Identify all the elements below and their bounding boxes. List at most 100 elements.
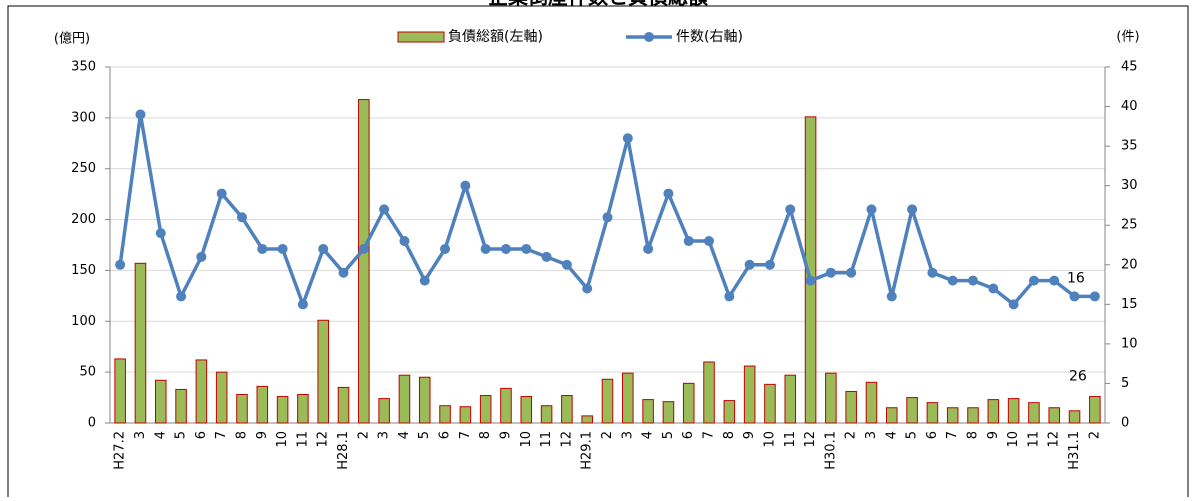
bar bbox=[906, 397, 918, 424]
x-tick-label: 4 bbox=[153, 431, 168, 439]
bar bbox=[764, 383, 776, 424]
bar bbox=[743, 365, 756, 424]
line-marker bbox=[622, 133, 633, 144]
x-tick-label: 6 bbox=[925, 431, 940, 439]
data-label: 16 bbox=[1067, 270, 1085, 286]
x-tick-label: 7 bbox=[702, 431, 717, 439]
x-tick-label: 3 bbox=[864, 431, 879, 439]
line-marker bbox=[724, 291, 735, 302]
bar bbox=[479, 395, 492, 424]
x-tick-label: H28.1 bbox=[336, 431, 351, 470]
bar bbox=[398, 374, 411, 424]
line-marker bbox=[277, 243, 288, 254]
y2-tick-label: 10 bbox=[1121, 336, 1138, 351]
bar bbox=[175, 388, 187, 424]
bar bbox=[703, 361, 715, 424]
line-marker bbox=[785, 204, 796, 215]
bar bbox=[561, 395, 573, 424]
line-marker bbox=[683, 236, 694, 247]
x-tick-label: 7 bbox=[214, 431, 229, 439]
x-tick-label: H29.1 bbox=[580, 431, 595, 470]
bar bbox=[662, 401, 675, 424]
line-marker bbox=[196, 251, 207, 262]
line-marker bbox=[886, 291, 897, 302]
x-tick-label: 7 bbox=[458, 431, 473, 439]
line-marker bbox=[988, 283, 999, 294]
bar bbox=[418, 376, 431, 424]
x-tick-label: 8 bbox=[478, 431, 493, 439]
bar bbox=[297, 394, 309, 424]
line-marker bbox=[1028, 275, 1039, 286]
line-marker bbox=[825, 267, 836, 278]
line-marker bbox=[500, 243, 511, 254]
line-marker bbox=[704, 236, 715, 247]
bar bbox=[581, 415, 593, 424]
line-marker bbox=[805, 275, 816, 286]
bar bbox=[682, 382, 695, 424]
line-marker bbox=[1089, 291, 1100, 302]
x-tick-label: 4 bbox=[641, 431, 656, 439]
x-tick-label: 5 bbox=[174, 431, 189, 439]
bar bbox=[337, 386, 350, 424]
y-axis-label: (億円) bbox=[54, 31, 90, 47]
bar bbox=[520, 396, 533, 424]
bar bbox=[622, 372, 634, 424]
y-tick-label: 250 bbox=[71, 161, 96, 176]
bar bbox=[256, 385, 269, 424]
x-tick-label: 12 bbox=[559, 431, 574, 448]
legend-swatch bbox=[644, 32, 654, 42]
x-tick-label: 11 bbox=[1026, 431, 1041, 448]
x-tick-label: 2 bbox=[356, 431, 371, 439]
bar bbox=[1068, 410, 1081, 424]
y2-tick-label: 0 bbox=[1121, 416, 1129, 431]
x-tick-label: 10 bbox=[275, 431, 290, 448]
bar bbox=[439, 405, 451, 424]
line-marker bbox=[257, 243, 268, 254]
bar bbox=[946, 407, 959, 424]
line-marker bbox=[1049, 275, 1060, 286]
line-marker bbox=[582, 283, 593, 294]
line-marker bbox=[115, 259, 126, 270]
x-tick-label: H27.2 bbox=[113, 431, 128, 470]
legend-label: 負債総額(左軸) bbox=[448, 29, 543, 45]
x-tick-label: 12 bbox=[316, 431, 331, 448]
y-tick-label: 0 bbox=[88, 416, 96, 431]
bar bbox=[540, 405, 553, 424]
y-tick-label: 200 bbox=[71, 212, 96, 227]
line-marker bbox=[764, 259, 775, 270]
line-marker bbox=[968, 275, 979, 286]
y2-axis-label: (件) bbox=[1116, 30, 1139, 45]
line-marker bbox=[541, 251, 552, 262]
line-marker bbox=[947, 275, 958, 286]
bar bbox=[317, 319, 329, 424]
line-marker bbox=[643, 243, 654, 254]
x-tick-label: 2 bbox=[600, 431, 615, 439]
line-marker bbox=[297, 299, 308, 310]
line-marker bbox=[419, 275, 430, 286]
bar bbox=[723, 400, 736, 424]
x-tick-label: 6 bbox=[438, 431, 453, 439]
chart-frame bbox=[7, 5, 1189, 501]
bar bbox=[154, 379, 167, 424]
bar bbox=[378, 398, 390, 424]
line-marker bbox=[1008, 299, 1019, 310]
bar bbox=[1048, 407, 1061, 424]
x-tick-label: 9 bbox=[255, 431, 270, 439]
line-marker bbox=[318, 243, 329, 254]
x-tick-label: 8 bbox=[722, 431, 737, 439]
bar bbox=[987, 399, 1000, 424]
y2-tick-label: 25 bbox=[1121, 218, 1138, 233]
line-marker bbox=[338, 267, 349, 278]
x-tick-label: 9 bbox=[742, 431, 757, 439]
line-marker bbox=[602, 212, 613, 223]
line-marker bbox=[236, 212, 247, 223]
line-marker bbox=[440, 243, 451, 254]
data-label: 26 bbox=[1069, 369, 1087, 385]
x-tick-label: H31.1 bbox=[1067, 431, 1082, 470]
line-marker bbox=[379, 204, 390, 215]
x-tick-label: 3 bbox=[133, 431, 148, 439]
line-marker bbox=[460, 180, 471, 191]
x-tick-label: 5 bbox=[905, 431, 920, 439]
line-marker bbox=[155, 228, 166, 239]
